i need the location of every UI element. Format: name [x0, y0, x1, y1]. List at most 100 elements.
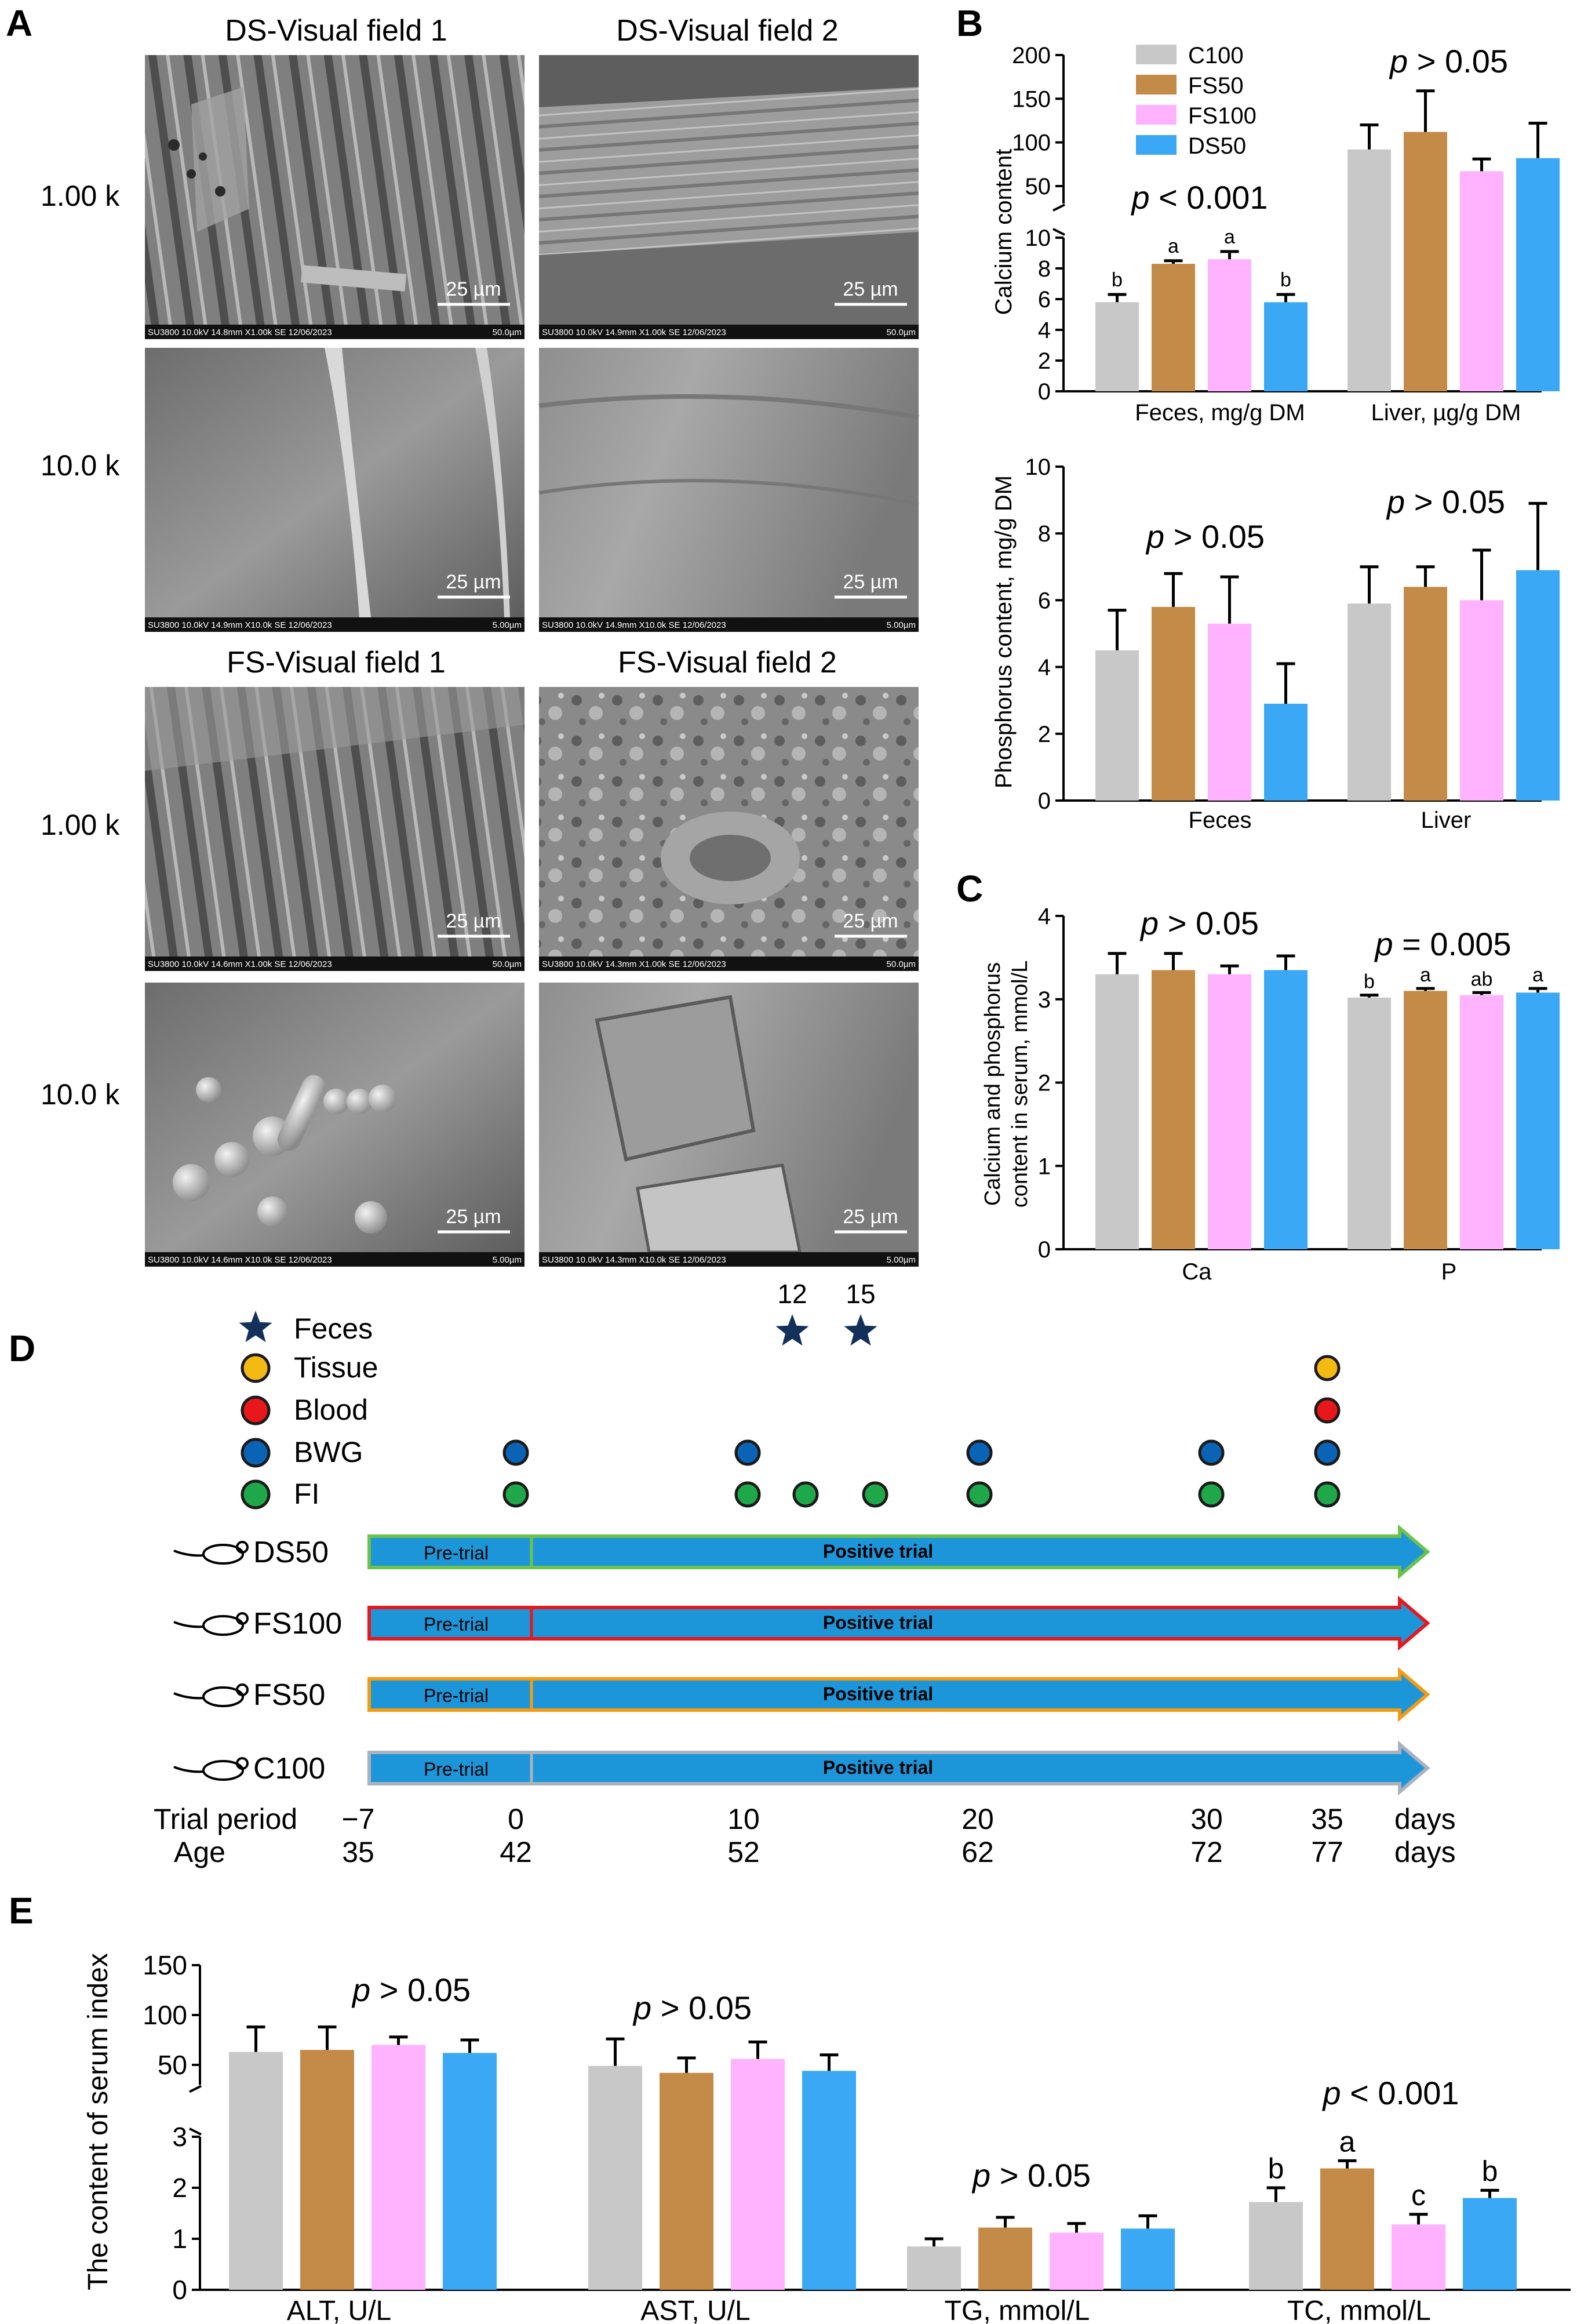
bwg-dot — [1198, 1439, 1225, 1466]
x-tick-label: TG, mmol/L — [945, 2296, 1090, 2324]
x-tick-label: Feces — [1189, 808, 1252, 833]
p-value: p = 0.005 — [1374, 926, 1511, 962]
y-tick-label: 100 — [1012, 130, 1051, 156]
fi-dot — [862, 1481, 888, 1508]
legend-label: Tissue — [294, 1351, 378, 1384]
bar-fs50 — [300, 2050, 354, 2290]
age-value-label: 62 — [962, 1836, 994, 1868]
sem-image-ds2-10k: 25 µm SU3800 10.0kV 14.9mm X10.0k SE 12/… — [538, 348, 919, 632]
y-axis-title: content in serum, mmol/L — [1008, 961, 1032, 1208]
significance-letter: b — [1482, 2155, 1498, 2187]
sem-image-ds2-1k: 25 µm SU3800 10.0kV 14.9mm X1.00k SE 12/… — [539, 55, 919, 339]
mouse-tail — [173, 1692, 205, 1700]
x-tick-label: Liver, µg/g DM — [1371, 400, 1521, 425]
bar-fs100 — [731, 2058, 785, 2290]
bar-c100 — [1249, 2202, 1303, 2290]
panel-label-b: B — [956, 2, 983, 44]
y-tick-label: 150 — [1012, 86, 1051, 112]
bar-fs50 — [978, 2227, 1032, 2290]
sem-meta: SU3800 10.0kV 14.8mm X1.00k SE 12/06/202… — [148, 328, 332, 337]
sem-fov: 5.00µm — [887, 620, 916, 630]
tissue-dot — [1314, 1355, 1341, 1381]
feces-day-label: 15 — [846, 1279, 875, 1309]
legend-label: Feces — [294, 1312, 373, 1345]
mouse-ear — [236, 1757, 249, 1770]
bar-ds50 — [1264, 302, 1308, 391]
sem-header-ds2: DS-Visual field 2 — [616, 14, 838, 48]
bar-c100 — [1347, 603, 1391, 801]
axis-break-mark — [1052, 228, 1065, 236]
bar-fs50 — [660, 2072, 713, 2290]
x-tick-label: ALT, U/L — [287, 2296, 392, 2324]
bar-c100 — [1347, 149, 1391, 391]
sem-header-ds1: DS-Visual field 1 — [225, 14, 447, 48]
trial-day-label: 35 — [1311, 1803, 1343, 1835]
legend-swatch-ds50 — [1136, 135, 1177, 155]
significance-letter: a — [1168, 235, 1179, 257]
chart-serum-index: 0 1 2 3 50 100 150 The content of serum index b a… — [83, 1950, 1571, 2324]
legend-label: FS50 — [1188, 73, 1244, 99]
significance-letter: b — [1364, 971, 1375, 993]
sem-fov: 50.0µm — [887, 328, 916, 337]
p-value: p > 0.05 — [1145, 518, 1265, 555]
panel-label-d: D — [9, 1328, 35, 1369]
legend-label: C100 — [1188, 43, 1244, 68]
bwg-dot — [1314, 1439, 1341, 1466]
mouse-body — [202, 1544, 244, 1565]
sem-image-fs2-10k: 25 µm SU3800 10.0kV 14.3mm X10.0k SE 12/… — [539, 983, 919, 1267]
pretrial-label: Pre-trial — [424, 1614, 489, 1635]
y-tick-label: 0 — [172, 2275, 187, 2305]
trial-day-label: 30 — [1190, 1803, 1223, 1835]
sem-image-ds1-10k: 25 µm SU3800 10.0kV 14.9mm X10.0k SE 12/… — [145, 348, 525, 632]
trial-day-label: 20 — [962, 1803, 994, 1835]
y-axis-title: Phosphorus content, mg/g DM — [991, 475, 1017, 788]
significance-letter: b — [1280, 269, 1291, 291]
y-axis-title: The content of serum index — [83, 1953, 114, 2290]
bar-ds50 — [1121, 2228, 1175, 2290]
fi-dot — [1314, 1481, 1341, 1508]
y-tick-label: 10 — [1025, 226, 1051, 251]
sem-fov: 5.00µm — [493, 620, 522, 630]
y-tick-label: 50 — [1025, 174, 1051, 199]
pretrial-label: Pre-trial — [424, 1759, 489, 1780]
mouse-tail — [173, 1766, 205, 1773]
y-axis-title: Calcium content — [991, 149, 1017, 315]
sem-image-fs2-1k: 25 µm SU3800 10.0kV 14.3mm X1.00k SE 12/… — [539, 687, 919, 971]
legend-label: DS50 — [1188, 133, 1246, 159]
feces-star-icon — [239, 1311, 272, 1343]
y-tick-label: 2 — [1038, 1071, 1051, 1096]
bar-fs50 — [1152, 264, 1195, 391]
y-tick-label: 0 — [1038, 1237, 1051, 1263]
sem-fov: 50.0µm — [493, 328, 522, 337]
bar-c100 — [588, 2065, 642, 2290]
sem-fov: 50.0µm — [887, 959, 916, 969]
p-value: p > 0.05 — [1389, 43, 1508, 79]
sem-meta: SU3800 10.0kV 14.6mm X1.00k SE 12/06/202… — [148, 959, 332, 969]
panel-label-e: E — [9, 1890, 34, 1932]
significance-letter: b — [1268, 2152, 1284, 2185]
bar-ds50 — [1516, 570, 1560, 801]
panel-label-a: A — [6, 2, 32, 44]
feces-star-icon — [844, 1314, 877, 1346]
panel-a-sem: DS-Visual field 1 DS-Visual field 2 FS-V… — [41, 14, 919, 1267]
p-value: p > 0.05 — [1139, 905, 1259, 941]
bar-fs100 — [1460, 995, 1503, 1249]
significance-letter: a — [1224, 226, 1235, 248]
sem-row-label-1: 1.00 k — [41, 180, 120, 212]
p-value: p > 0.05 — [351, 1972, 471, 2008]
bar-fs100 — [1050, 2232, 1103, 2290]
y-tick-label: 4 — [1038, 655, 1051, 681]
legend-swatch-fs50 — [1136, 75, 1177, 94]
age-value-label: 42 — [500, 1836, 532, 1868]
positive-trial-label: Positive trial — [823, 1683, 933, 1704]
group-label: FS100 — [253, 1607, 342, 1641]
bar-ds50 — [1516, 992, 1560, 1249]
bar-fs100 — [1460, 600, 1503, 801]
bar-fs100 — [1208, 974, 1251, 1249]
mouse-tail — [173, 1621, 205, 1628]
bar-ds50 — [1516, 158, 1560, 391]
significance-letter: a — [1420, 964, 1431, 986]
y-tick-label: 200 — [1012, 43, 1051, 68]
blood-dot-icon — [241, 1395, 271, 1425]
y-tick-label: 1 — [172, 2224, 187, 2254]
